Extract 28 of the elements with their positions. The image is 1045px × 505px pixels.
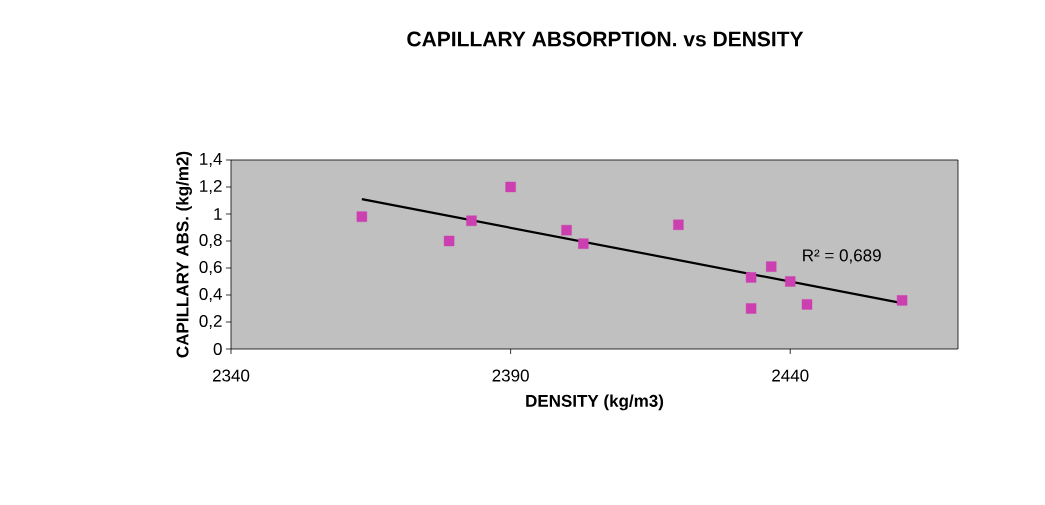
point	[896, 295, 908, 306]
point	[505, 181, 516, 193]
point	[561, 224, 572, 236]
x-tick-label: 2390	[492, 369, 529, 382]
point	[745, 272, 757, 283]
point	[443, 235, 455, 247]
x-axis-title: DENSITY (kg/m3)	[526, 394, 664, 411]
annotation: R² = 0,689	[803, 249, 881, 264]
point	[578, 238, 589, 249]
chart-title: CAPILLARY ABSORPTION. vs DENSITY	[407, 31, 804, 47]
y-tick-label: 1,4	[200, 153, 222, 167]
y-tick-label: 0,4	[199, 287, 222, 303]
point	[673, 219, 684, 230]
point	[466, 215, 477, 226]
y-tick-label: 1,2	[200, 179, 222, 195]
x-tick-label: 2440	[772, 369, 809, 382]
x-tick-label: 2340	[212, 369, 250, 382]
point	[356, 211, 368, 222]
y-tick-label: 0	[213, 342, 222, 356]
y-axis-title: CAPILLARY ABS. (kg/m2)	[176, 151, 192, 358]
y-tick-label: 1	[214, 208, 222, 220]
point	[745, 303, 757, 314]
y-tick-label: 0,8	[199, 233, 222, 249]
y-tick-label: 0,6	[199, 260, 222, 276]
point	[785, 276, 796, 287]
point	[766, 261, 777, 272]
y-tick-label: 0,2	[199, 314, 222, 330]
point	[801, 299, 813, 310]
